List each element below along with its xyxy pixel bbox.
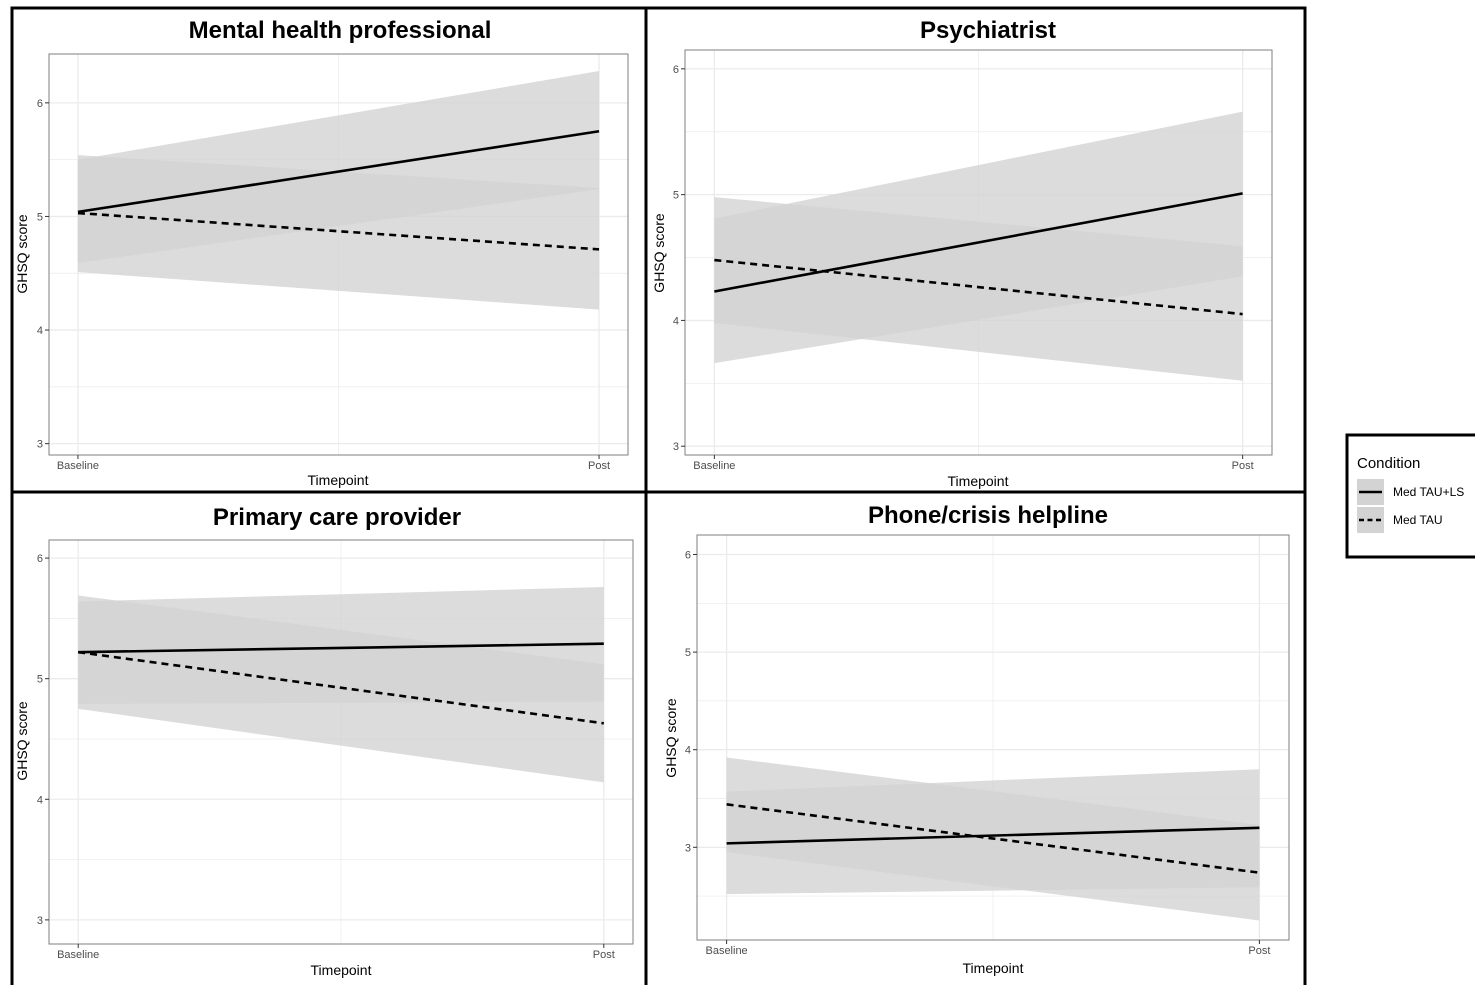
y-tick-label: 5 bbox=[685, 647, 691, 659]
y-tick-label: 5 bbox=[37, 211, 43, 223]
y-tick-label: 3 bbox=[685, 842, 691, 854]
y-tick-label: 3 bbox=[673, 441, 679, 453]
plot-border bbox=[48, 53, 629, 456]
panel-title: Phone/crisis helpline bbox=[868, 502, 1108, 529]
chart-panel-3: 3 4 5 6 Baseline Post Timepoint GHSQ score Prima… bbox=[10, 490, 648, 985]
chart-panel-1: 3 4 5 6 Baseline Post Timepoint GHSQ score Menta… bbox=[10, 6, 648, 494]
y-tick-label: 6 bbox=[685, 550, 691, 562]
x-tick-label: Baseline bbox=[57, 460, 99, 472]
y-tick-label: 6 bbox=[37, 98, 43, 110]
series-line-med-tau-ls bbox=[78, 642, 604, 654]
series-line-med-tau-ls bbox=[714, 192, 1243, 293]
plot-border bbox=[696, 534, 1290, 941]
y-tick-label: 5 bbox=[37, 674, 43, 686]
series-line-med-tau-ls bbox=[726, 826, 1260, 845]
confidence-ribbon-med-tau bbox=[77, 155, 600, 310]
y-tick-label: 3 bbox=[37, 439, 43, 451]
panel-title: Primary care provider bbox=[213, 504, 461, 531]
y-tick-label: 4 bbox=[685, 745, 691, 757]
legend: Condition Med TAU+LS Med TAU bbox=[1345, 433, 1475, 559]
y-axis-title: GHSQ score bbox=[14, 214, 30, 294]
y-tick-label: 3 bbox=[37, 915, 43, 927]
plot-border bbox=[684, 49, 1273, 456]
x-tick-label: Post bbox=[588, 460, 610, 472]
x-tick-label: Baseline bbox=[693, 460, 735, 472]
legend-box bbox=[1345, 433, 1475, 559]
y-axis-title: GHSQ score bbox=[651, 213, 667, 293]
legend-title: Condition bbox=[1357, 455, 1420, 472]
y-tick-label: 4 bbox=[37, 325, 43, 337]
legend-label-med-tau: Med TAU bbox=[1393, 513, 1443, 527]
x-tick-label: Baseline bbox=[705, 945, 747, 957]
series-line-med-tau bbox=[77, 211, 600, 251]
panel-border bbox=[644, 490, 1307, 985]
x-tick-label: Post bbox=[1232, 460, 1254, 472]
series-line-med-tau-ls bbox=[77, 129, 600, 214]
x-axis-title: Timepoint bbox=[963, 960, 1024, 976]
y-tick-label: 5 bbox=[673, 190, 679, 202]
panel-title: Psychiatrist bbox=[920, 17, 1056, 44]
x-axis-title: Timepoint bbox=[948, 473, 1009, 489]
chart-panel-4: 3 4 5 6 Baseline Post Timepoint GHSQ score Phone… bbox=[644, 490, 1307, 985]
y-axis-title: GHSQ score bbox=[663, 698, 679, 778]
x-tick-label: Baseline bbox=[57, 949, 99, 961]
chart-panel-2: 3 4 5 6 Baseline Post Timepoint GHSQ score Psych… bbox=[644, 6, 1307, 494]
legend-label-med-tau-ls: Med TAU+LS bbox=[1393, 485, 1464, 499]
series-line-med-tau bbox=[714, 258, 1243, 316]
x-tick-label: Post bbox=[1248, 945, 1270, 957]
y-tick-label: 4 bbox=[673, 315, 679, 327]
plot-border bbox=[48, 539, 634, 945]
x-axis-title: Timepoint bbox=[311, 962, 372, 978]
y-tick-label: 6 bbox=[673, 64, 679, 76]
y-tick-label: 6 bbox=[37, 553, 43, 565]
series-line-med-tau bbox=[726, 803, 1260, 874]
x-axis-title: Timepoint bbox=[308, 472, 369, 488]
x-tick-label: Post bbox=[593, 949, 615, 961]
y-tick-label: 4 bbox=[37, 794, 43, 806]
confidence-ribbon-med-tau bbox=[714, 197, 1243, 381]
series-line-med-tau bbox=[78, 650, 604, 725]
panel-title: Mental health professional bbox=[189, 17, 492, 44]
chart-panels: 3 4 5 6 Baseline Post Timepoint GHSQ score Menta… bbox=[10, 6, 1307, 985]
y-axis-title: GHSQ score bbox=[14, 701, 30, 781]
